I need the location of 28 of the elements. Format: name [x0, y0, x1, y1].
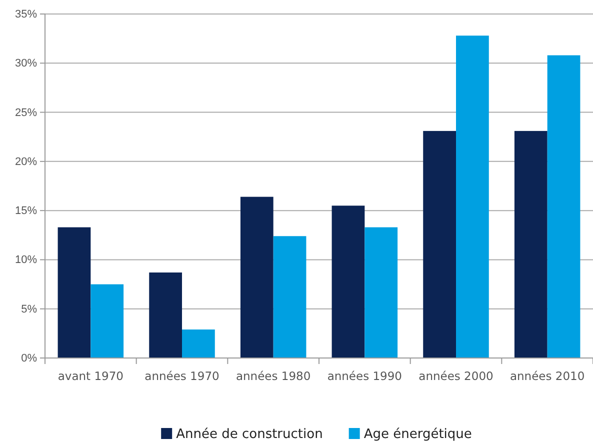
x-tick-label: années 1970	[144, 369, 220, 383]
x-tick-label: avant 1970	[58, 369, 124, 383]
x-tick-label: années 1990	[327, 369, 402, 383]
y-tick-label: 10%	[14, 254, 38, 266]
bar	[332, 206, 365, 358]
bar	[423, 130, 456, 358]
bar	[182, 329, 215, 358]
bar	[547, 55, 580, 358]
bar	[456, 36, 489, 358]
legend-label: Année de construction	[176, 427, 323, 442]
x-tick-label: années 2010	[510, 369, 585, 383]
y-tick-label: 20%	[14, 156, 38, 168]
y-tick-label: 15%	[14, 205, 38, 218]
x-tick-label: années 1980	[236, 369, 311, 383]
y-tick-label: 5%	[21, 303, 38, 316]
y-tick-label: 25%	[14, 106, 38, 119]
y-tick-label: 30%	[14, 58, 38, 70]
y-tick-label: 0%	[21, 352, 38, 365]
x-tick-label: années 2000	[418, 369, 494, 383]
bar	[58, 227, 91, 358]
bar	[149, 272, 182, 358]
bar	[514, 130, 548, 358]
bar	[90, 284, 124, 358]
bar	[364, 227, 398, 358]
legend-label: Age énergétique	[364, 427, 472, 442]
bar	[240, 196, 274, 358]
y-tick-label: 35%	[14, 8, 38, 21]
bar	[273, 236, 306, 358]
